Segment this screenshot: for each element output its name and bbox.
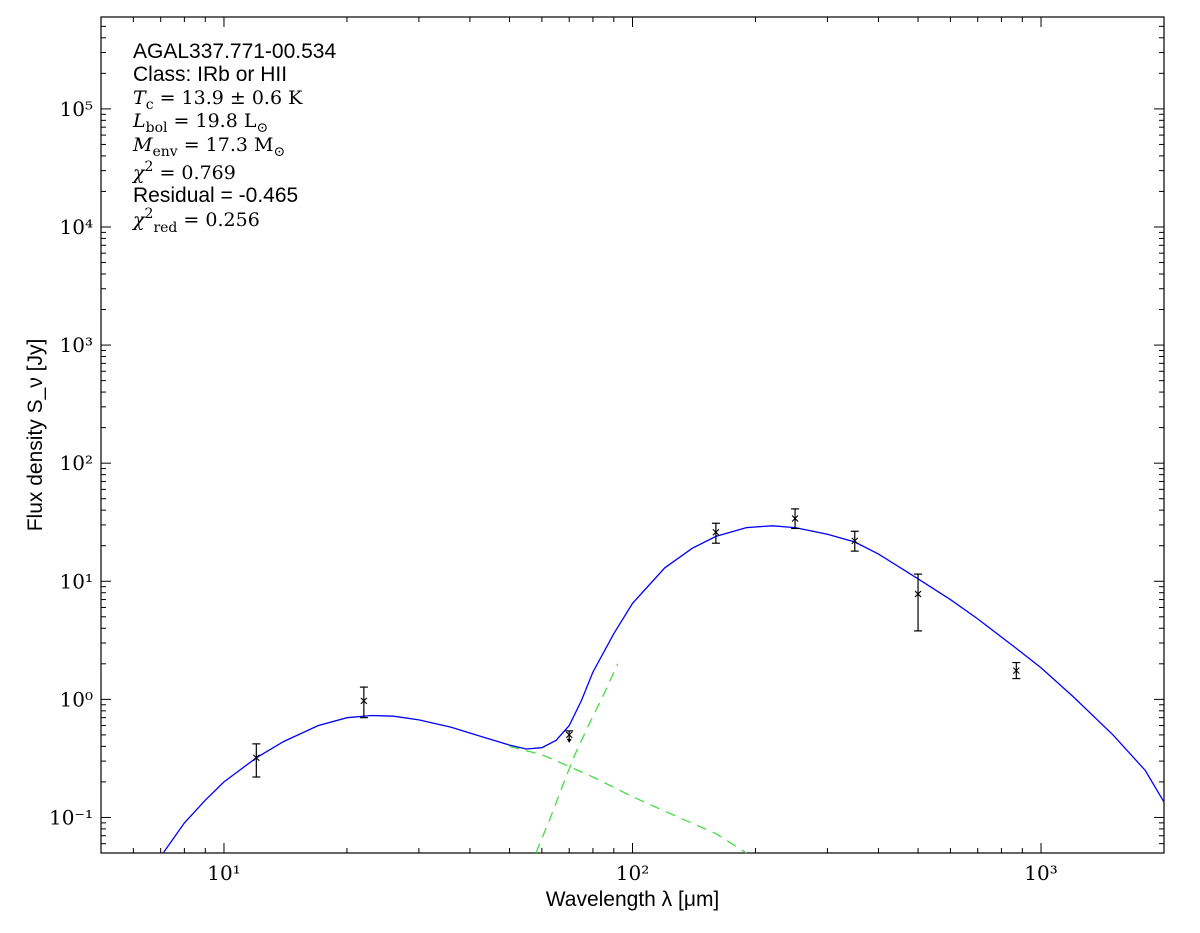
component-curve-2 [535, 663, 619, 854]
x-marker [851, 537, 859, 545]
data-point [1012, 661, 1021, 680]
component-curve-1 [509, 745, 747, 854]
y-tick-label: 10⁰ [60, 687, 93, 711]
annotation-line: Lbol = 19.8 L⊙ [132, 110, 268, 136]
y-tick-label: 10⁵ [60, 97, 93, 121]
x-marker [252, 754, 260, 762]
y-tick-label: 10² [60, 451, 93, 475]
data-point [252, 743, 261, 778]
data-point [711, 522, 720, 544]
annotation-line: Tc = 13.9 ± 0.6 K [133, 87, 303, 113]
x-marker [360, 697, 368, 705]
data-point [850, 530, 859, 552]
total-fit-curve [162, 525, 1165, 854]
x-marker [1012, 667, 1020, 675]
y-tick-label: 10⁴ [60, 215, 93, 239]
axis-ticks: 10¹ 10² 10³ 10⁻¹ 10⁰ 10¹ 10² 10³ 10⁴ 10⁵ [49, 16, 1165, 885]
annotation-line: χ2red = 0.256 [131, 206, 260, 236]
upper-limit-arrowhead [566, 738, 572, 743]
y-tick-label: 10³ [60, 333, 93, 357]
x-marker [565, 731, 573, 739]
x-marker [914, 590, 922, 598]
data-point [791, 508, 800, 530]
annotation-line: Residual = -0.465 [133, 184, 298, 207]
data-point [359, 686, 368, 719]
data-points [252, 508, 1021, 778]
annotation-line: AGAL337.771-00.534 [133, 40, 336, 63]
x-tick-label: 10³ [1024, 861, 1057, 885]
y-tick-label: 10⁻¹ [49, 805, 93, 829]
y-tick-label: 10¹ [60, 569, 93, 593]
x-axis-label: Wavelength λ [μm] [546, 888, 720, 911]
x-tick-label: 10² [616, 861, 649, 885]
y-axis-label: Flux density S_ν [Jy] [24, 339, 47, 532]
annotation-line: χ2 = 0.769 [131, 159, 236, 184]
x-marker [712, 528, 720, 536]
x-tick-label: 10¹ [207, 861, 240, 885]
x-marker [791, 515, 799, 522]
annotation-line: Menv = 17.3 M⊙ [132, 134, 285, 160]
model-curves [162, 525, 1165, 854]
annotation-line: Class: IRb or HII [133, 63, 287, 86]
data-point [914, 573, 923, 632]
data-point [565, 730, 574, 743]
